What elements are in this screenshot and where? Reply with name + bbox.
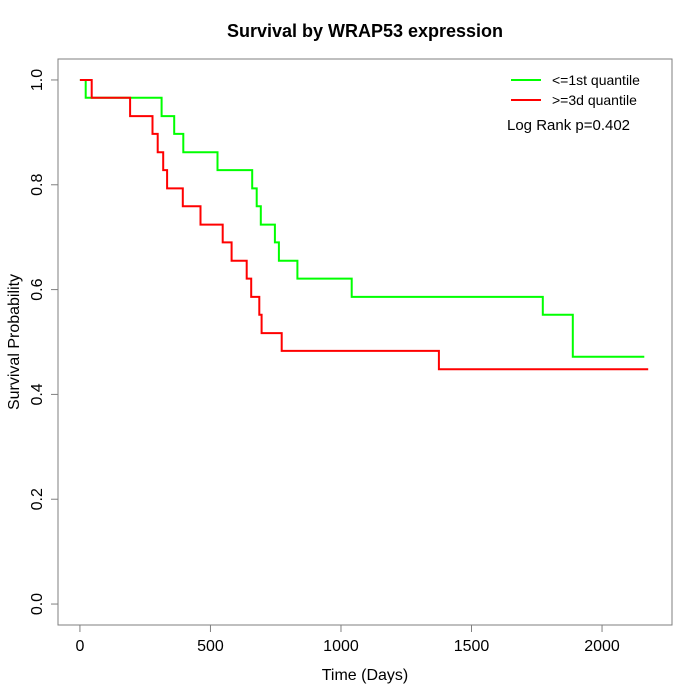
y-tick-label: 0.2 — [29, 488, 46, 510]
chart-title: Survival by WRAP53 expression — [227, 21, 503, 41]
y-tick-label: 0.6 — [29, 278, 46, 300]
x-tick-label: 1000 — [323, 638, 359, 655]
y-tick-label: 1.0 — [29, 69, 46, 91]
plot-border — [57, 58, 673, 626]
survival-curve-red — [79, 79, 649, 371]
survival-curve-green — [79, 79, 645, 358]
x-tick-label: 2000 — [584, 638, 620, 655]
log-rank-annotation: Log Rank p=0.402 — [507, 117, 630, 134]
x-axis: 0 500 1000 1500 2000 — [75, 625, 620, 655]
legend: <=1st quantile >=3d quantile Log Rank p=… — [507, 72, 640, 134]
x-axis-label: Time (Days) — [322, 667, 409, 684]
y-tick-label: 0.0 — [29, 593, 46, 615]
series-lines — [79, 79, 649, 371]
y-axis-label: Survival Probability — [6, 274, 23, 410]
y-tick-label: 0.4 — [29, 383, 46, 405]
legend-label-green: <=1st quantile — [552, 72, 640, 88]
legend-label-red: >=3d quantile — [552, 92, 637, 108]
x-tick-label: 0 — [75, 638, 84, 655]
y-tick-label: 0.8 — [29, 174, 46, 196]
x-tick-label: 500 — [197, 638, 224, 655]
x-tick-label: 1500 — [454, 638, 490, 655]
y-axis: 0.0 0.2 0.4 0.6 0.8 1.0 — [29, 69, 58, 615]
